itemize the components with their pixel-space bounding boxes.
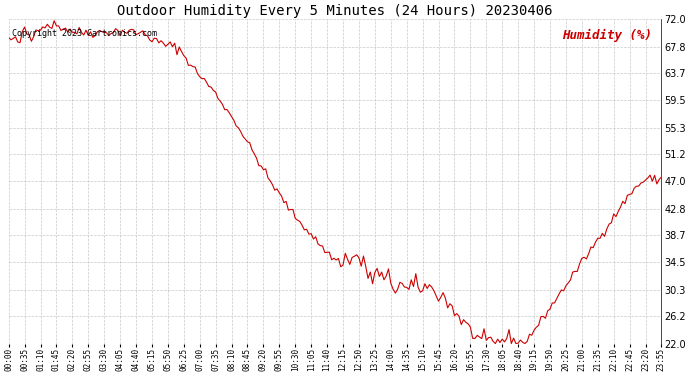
Title: Outdoor Humidity Every 5 Minutes (24 Hours) 20230406: Outdoor Humidity Every 5 Minutes (24 Hou… [117, 4, 553, 18]
Text: Copyright 2023 Cartronics.com: Copyright 2023 Cartronics.com [12, 29, 157, 38]
Text: Humidity (%): Humidity (%) [562, 29, 651, 42]
